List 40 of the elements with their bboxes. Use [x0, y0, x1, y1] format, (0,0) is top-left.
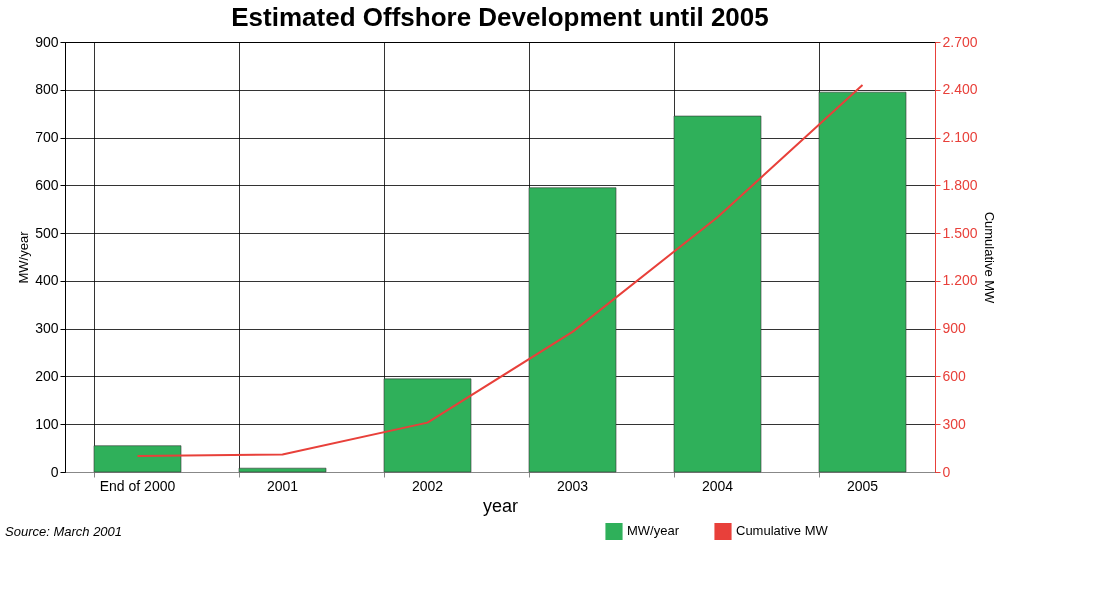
bar: [673, 115, 762, 473]
y2-tick-label: 600: [942, 367, 967, 384]
chart-title: Estimated Offshore Development until 2005: [231, 2, 769, 32]
y-tick-label: 600: [35, 176, 59, 193]
y2-tick-label: 1.800: [942, 176, 978, 193]
y2-tick-label: 1.500: [942, 224, 978, 241]
y-tick-label: 0: [50, 463, 59, 480]
bar: [818, 91, 907, 473]
legend-label: MW/year: [627, 523, 680, 539]
y2-tick-label: 2.700: [942, 33, 978, 50]
bar: [528, 187, 617, 473]
y-tick-label: 400: [35, 272, 59, 289]
x-axis-title: year: [482, 495, 519, 516]
line-series: [136, 84, 864, 458]
legend-label: Cumulative MW: [736, 523, 829, 539]
y-tick-label: 900: [35, 33, 59, 50]
y-tick-label: 500: [35, 224, 59, 241]
y-tick-label: 100: [35, 415, 59, 432]
y2-tick-label: 300: [942, 415, 967, 432]
y2-axis-title: Cumulative MW: [981, 211, 997, 305]
x-tick-label: 2003: [556, 477, 589, 494]
y2-tick-label: 1.200: [942, 272, 978, 289]
bar: [93, 445, 182, 473]
y2-tick-label: 900: [942, 320, 967, 337]
y-tick-label: 700: [35, 129, 59, 146]
y-axis-title: MW/year: [16, 230, 32, 284]
x-tick-label: 2001: [266, 477, 299, 494]
x-tick-label: 2002: [411, 477, 444, 494]
y2-tick-label: 0: [942, 463, 951, 480]
x-tick-label: 2004: [701, 477, 734, 494]
x-tick-label: 2005: [846, 477, 879, 494]
y-tick-label: 200: [35, 367, 59, 384]
y-tick-label: 800: [35, 81, 59, 98]
y2-tick-label: 2.400: [942, 81, 978, 98]
bar: [383, 378, 472, 473]
source-note: Source: March 2001: [5, 524, 123, 539]
y-tick-label: 300: [35, 320, 59, 337]
bar: [238, 467, 327, 473]
x-tick-label: End of 2000: [99, 477, 176, 494]
y2-tick-label: 2.100: [942, 129, 978, 146]
